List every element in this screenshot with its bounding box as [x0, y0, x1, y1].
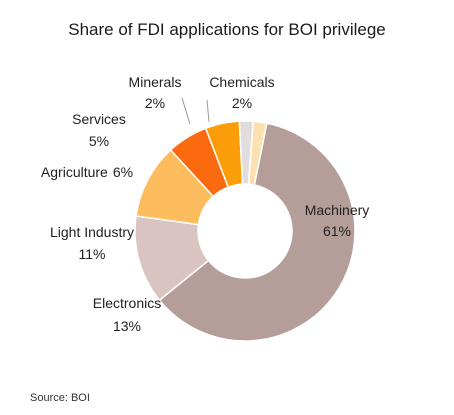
agriculture-value: 6%: [113, 164, 133, 180]
minerals-leader-line: [181, 97, 191, 125]
slice-chemicals: [247, 120, 268, 186]
slice-label-light-industry: Light Industry: [50, 224, 134, 240]
slice-value-light-industry: 11%: [79, 246, 106, 262]
slice-label-services: Services: [72, 111, 126, 127]
slice-value-minerals: 2%: [145, 95, 165, 111]
slices-group: [134, 120, 356, 342]
slice-label-agriculture: Agriculture 6%: [41, 164, 133, 180]
slice-value-services: 5%: [89, 133, 109, 149]
slice-label-machinery: Machinery: [305, 202, 370, 218]
chemicals-leader-line: [206, 99, 210, 123]
slice-label-electronics: Electronics: [93, 295, 161, 311]
slice-label-minerals: Minerals: [129, 74, 182, 90]
chart-title: Share of FDI applications for BOI privil…: [68, 20, 386, 39]
slice-machinery: [158, 122, 356, 342]
slice-value-chemicals: 2%: [232, 95, 252, 111]
agriculture-name: Agriculture: [41, 164, 108, 180]
slice-value-electronics: 13%: [113, 318, 141, 334]
slice-label-chemicals: Chemicals: [209, 74, 274, 90]
slice-value-machinery: 61%: [323, 223, 351, 239]
source-note: Source: BOI: [30, 392, 90, 404]
